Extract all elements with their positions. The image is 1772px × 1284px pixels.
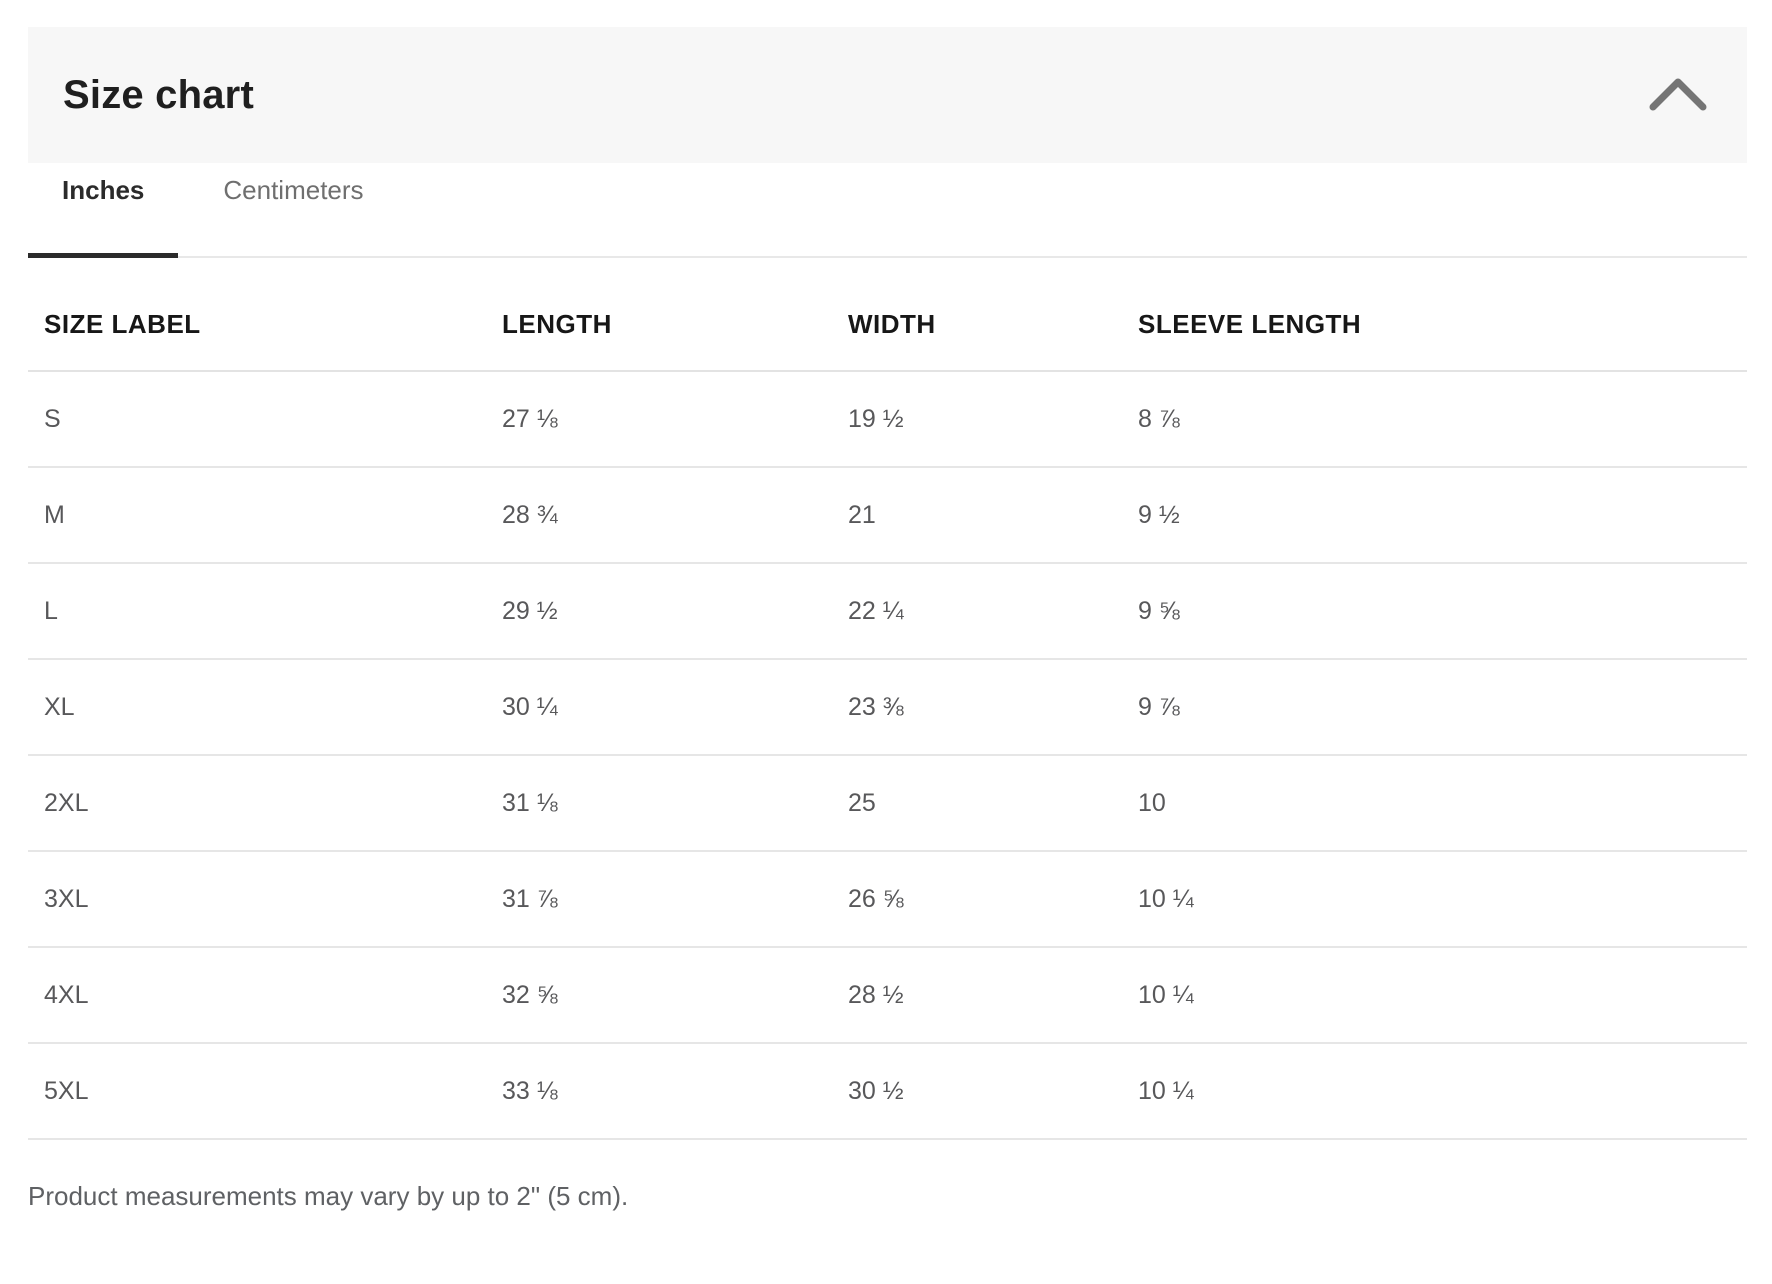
width-cell: 19 ½ bbox=[848, 371, 1138, 468]
table-row: 4XL 32 ⅝ 28 ½ 10 ¼ bbox=[28, 947, 1747, 1044]
size-label-cell: S bbox=[28, 371, 502, 468]
sleeve-length-cell: 10 ¼ bbox=[1138, 851, 1747, 948]
width-cell: 23 ⅜ bbox=[848, 659, 1138, 756]
table-row: S 27 ⅛ 19 ½ 8 ⅞ bbox=[28, 371, 1747, 468]
unit-tabs: Inches Centimeters bbox=[28, 163, 1747, 258]
table-row: 3XL 31 ⅞ 26 ⅝ 10 ¼ bbox=[28, 851, 1747, 948]
column-header-length: LENGTH bbox=[502, 258, 848, 372]
tab-inches[interactable]: Inches bbox=[28, 163, 179, 258]
sleeve-length-cell: 9 ½ bbox=[1138, 467, 1747, 564]
column-header-sleeve-length: SLEEVE LENGTH bbox=[1138, 258, 1747, 372]
table-header-row: SIZE LABEL LENGTH WIDTH SLEEVE LENGTH bbox=[28, 258, 1747, 372]
length-cell: 27 ⅛ bbox=[502, 371, 848, 468]
length-cell: 29 ½ bbox=[502, 563, 848, 660]
sleeve-length-cell: 10 ¼ bbox=[1138, 1043, 1747, 1140]
length-cell: 32 ⅝ bbox=[502, 947, 848, 1044]
table-row: 5XL 33 ⅛ 30 ½ 10 ¼ bbox=[28, 1043, 1747, 1140]
table-row: XL 30 ¼ 23 ⅜ 9 ⅞ bbox=[28, 659, 1747, 756]
size-chart-panel: Size chart Inches Centimeters SIZE LABEL… bbox=[28, 27, 1747, 1212]
sleeve-length-cell: 9 ⅝ bbox=[1138, 563, 1747, 660]
length-cell: 28 ¾ bbox=[502, 467, 848, 564]
length-cell: 33 ⅛ bbox=[502, 1043, 848, 1140]
sleeve-length-cell: 9 ⅞ bbox=[1138, 659, 1747, 756]
panel-title: Size chart bbox=[63, 72, 254, 117]
column-header-size-label: SIZE LABEL bbox=[28, 258, 502, 372]
length-cell: 30 ¼ bbox=[502, 659, 848, 756]
width-cell: 21 bbox=[848, 467, 1138, 564]
size-label-cell: 2XL bbox=[28, 755, 502, 852]
table-row: M 28 ¾ 21 9 ½ bbox=[28, 467, 1747, 564]
width-cell: 26 ⅝ bbox=[848, 851, 1138, 948]
length-cell: 31 ⅛ bbox=[502, 755, 848, 852]
size-label-cell: 3XL bbox=[28, 851, 502, 948]
collapse-button[interactable] bbox=[1647, 74, 1709, 117]
table-row: 2XL 31 ⅛ 25 10 bbox=[28, 755, 1747, 852]
size-chart-header: Size chart bbox=[28, 27, 1747, 163]
size-label-cell: XL bbox=[28, 659, 502, 756]
width-cell: 22 ¼ bbox=[848, 563, 1138, 660]
column-header-width: WIDTH bbox=[848, 258, 1138, 372]
measurement-note: Product measurements may vary by up to 2… bbox=[28, 1181, 629, 1211]
chevron-up-icon bbox=[1647, 74, 1709, 117]
size-label-cell: M bbox=[28, 467, 502, 564]
width-cell: 25 bbox=[848, 755, 1138, 852]
size-label-cell: L bbox=[28, 563, 502, 660]
sleeve-length-cell: 10 ¼ bbox=[1138, 947, 1747, 1044]
width-cell: 30 ½ bbox=[848, 1043, 1138, 1140]
size-label-cell: 4XL bbox=[28, 947, 502, 1044]
tab-centimeters[interactable]: Centimeters bbox=[223, 175, 364, 205]
width-cell: 28 ½ bbox=[848, 947, 1138, 1044]
sleeve-length-cell: 8 ⅞ bbox=[1138, 371, 1747, 468]
length-cell: 31 ⅞ bbox=[502, 851, 848, 948]
size-label-cell: 5XL bbox=[28, 1043, 502, 1140]
size-table: SIZE LABEL LENGTH WIDTH SLEEVE LENGTH S … bbox=[28, 258, 1747, 1140]
sleeve-length-cell: 10 bbox=[1138, 755, 1747, 852]
table-row: L 29 ½ 22 ¼ 9 ⅝ bbox=[28, 563, 1747, 660]
